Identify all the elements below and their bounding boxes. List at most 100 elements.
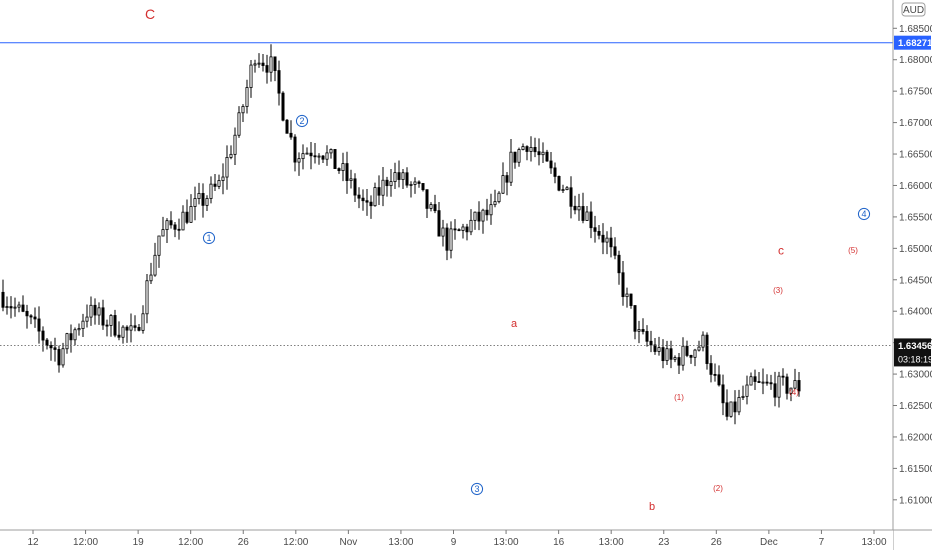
candle — [281, 91, 285, 122]
candle-body — [741, 395, 745, 398]
candle — [325, 145, 329, 166]
candle — [661, 339, 665, 369]
wave-label-ring — [295, 114, 309, 128]
candle-body — [457, 229, 461, 232]
candle-body — [77, 328, 81, 331]
candle-body — [61, 348, 65, 366]
candle — [261, 54, 265, 72]
candle — [665, 340, 669, 365]
candle — [417, 180, 421, 188]
candle-body — [89, 304, 93, 318]
candle-body — [433, 204, 437, 212]
candle — [709, 355, 713, 383]
candle — [749, 372, 753, 386]
candle-body — [317, 155, 321, 158]
candle-body — [633, 305, 637, 332]
candle-body — [529, 147, 533, 152]
time-tick-label: 26 — [711, 537, 723, 548]
candle — [701, 331, 705, 352]
candle-body — [621, 272, 625, 298]
candle — [565, 186, 569, 191]
candle-body — [589, 211, 593, 229]
candle-body — [681, 345, 685, 366]
candle-body — [729, 401, 733, 417]
price-axis-background[interactable] — [893, 0, 932, 550]
candle-body — [197, 193, 201, 199]
candle-body — [153, 254, 157, 276]
candle — [481, 208, 485, 234]
candle-body — [413, 181, 417, 185]
candle — [757, 372, 761, 384]
candle — [341, 152, 345, 182]
candle — [105, 319, 109, 337]
time-tick-label: 13:00 — [599, 537, 624, 548]
candle-body — [101, 307, 105, 326]
candle — [101, 299, 105, 330]
candle — [25, 304, 29, 329]
candle — [645, 325, 649, 347]
candle-body — [745, 384, 749, 397]
candle-body — [501, 175, 505, 194]
candle-body — [85, 316, 89, 322]
candle-body — [377, 187, 381, 196]
candle-body — [533, 147, 537, 153]
candle — [769, 374, 773, 390]
candle-body — [121, 326, 125, 338]
candle-body — [265, 65, 269, 73]
candle — [621, 261, 625, 306]
candle — [445, 223, 449, 261]
level-price-badge-label: 1.68271 — [898, 38, 932, 49]
candle — [313, 142, 317, 164]
candle-body — [793, 380, 797, 389]
candle-body — [369, 201, 373, 207]
wave-label-text: 3 — [474, 484, 479, 494]
currency-badge[interactable]: AUD — [901, 2, 926, 17]
candle — [385, 176, 389, 197]
candle-body — [637, 329, 641, 332]
candle — [121, 325, 125, 344]
candle-body — [645, 331, 649, 342]
candle-body — [677, 357, 681, 366]
price-axis[interactable]: 1.68500 1.68000 1.67500 1.67000 1.66500 1.660… — [892, 0, 932, 550]
candle-body — [769, 382, 773, 385]
candle — [81, 313, 85, 338]
candle — [721, 374, 725, 416]
candle — [437, 201, 441, 237]
candle-body — [149, 274, 153, 282]
candle — [53, 337, 57, 362]
candle-body — [689, 355, 693, 358]
candle — [441, 219, 445, 247]
candle-body — [609, 237, 613, 248]
candle-body — [277, 70, 281, 94]
wave-label-text: (3) — [773, 286, 783, 295]
candle-body — [449, 228, 453, 251]
candle-body — [713, 374, 717, 376]
candle — [457, 228, 461, 232]
candle — [169, 211, 173, 229]
candle-body — [585, 211, 589, 221]
time-axis-background[interactable] — [0, 530, 893, 550]
plot-background[interactable] — [0, 0, 893, 530]
currency-badge-box[interactable] — [901, 2, 926, 17]
candle-body — [697, 346, 701, 351]
candle-body — [321, 155, 325, 160]
wave-label: C — [145, 6, 155, 22]
candle — [409, 181, 413, 198]
candle — [477, 201, 481, 231]
plot-area[interactable] — [0, 0, 893, 530]
candle — [305, 147, 309, 155]
candle-body — [469, 219, 473, 233]
time-tick-label: 7 — [819, 537, 825, 548]
candle — [773, 371, 777, 407]
candle — [109, 313, 113, 337]
candle-body — [717, 374, 721, 386]
time-axis[interactable]: 12 12:00 19 12:00 26 12:00 Nov 13:00 9 13:00 16 13:… — [0, 529, 932, 550]
candle-body — [417, 181, 421, 184]
candle-body — [81, 320, 85, 329]
candle-body — [97, 307, 101, 316]
candle — [401, 169, 405, 190]
candle — [369, 195, 373, 219]
candle-body — [37, 318, 41, 332]
wave-label: (5) — [848, 246, 858, 255]
